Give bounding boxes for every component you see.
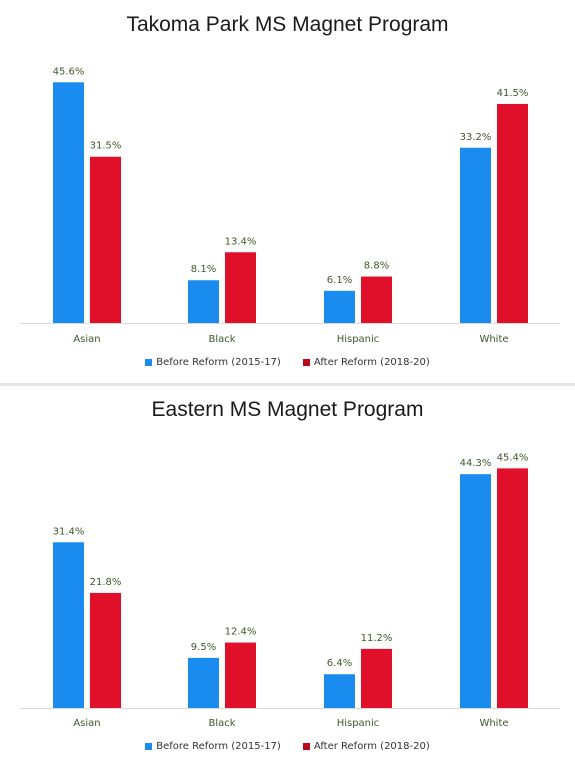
category-label-hispanic: Hispanic <box>337 334 380 345</box>
data-label: 12.4% <box>225 627 257 638</box>
bar-after-black <box>225 642 256 708</box>
legend-swatch-red <box>302 359 310 366</box>
chart-divider <box>0 383 575 386</box>
bar-before-hispanic <box>324 674 355 708</box>
data-label: 8.8% <box>364 261 389 272</box>
data-label: 45.6% <box>53 66 85 77</box>
legend-label: Before Reform (2015-17) <box>156 357 281 368</box>
bar-after-black <box>225 252 256 323</box>
legend-label: After Reform (2018-20) <box>313 357 430 368</box>
data-label: 31.4% <box>53 526 85 537</box>
bar-before-asian <box>53 82 84 323</box>
chart-takoma-park: Takoma Park MS Magnet Program 45.6% 31.5%… <box>0 0 575 383</box>
data-label: 21.8% <box>90 577 122 588</box>
chart-title: Eastern MS Magnet Program <box>151 398 424 421</box>
plot-area: 31.4% 21.8% Asian 9.5% 12.4% Black 6.4% 11.2% Hi… <box>20 452 560 729</box>
legend: Before Reform (2015-17) After Reform (20… <box>0 741 575 752</box>
category-label-black: Black <box>208 334 235 345</box>
bar-after-white <box>497 103 528 323</box>
data-label: 41.5% <box>497 88 529 99</box>
bar-after-hispanic <box>361 648 392 708</box>
plot-area: 45.6% 31.5% Asian 8.1% 13.4% Black 6.1% 8.8% His… <box>20 66 560 345</box>
data-label: 44.3% <box>460 458 492 469</box>
legend-label: Before Reform (2015-17) <box>156 741 281 752</box>
data-label: 9.5% <box>191 642 216 653</box>
bar-before-asian <box>53 542 84 708</box>
category-label-hispanic: Hispanic <box>337 718 380 729</box>
bar-before-white <box>460 474 491 708</box>
bar-after-white <box>497 468 528 708</box>
data-label: 6.4% <box>327 658 352 669</box>
bar-before-black <box>188 280 219 323</box>
legend: Before Reform (2015-17) After Reform (20… <box>0 357 575 368</box>
legend-item-after: After Reform (2018-20) <box>302 741 430 752</box>
data-label: 13.4% <box>225 236 257 247</box>
chart-eastern: Eastern MS Magnet Program 31.4% 21.8% Asia… <box>0 386 575 769</box>
legend-swatch-red <box>302 743 310 750</box>
data-label: 8.1% <box>191 264 216 275</box>
data-label: 31.5% <box>90 141 122 152</box>
bar-before-black <box>188 657 219 708</box>
bar-before-hispanic <box>324 290 355 323</box>
legend-item-before: Before Reform (2015-17) <box>145 357 281 368</box>
legend-swatch-blue <box>145 359 153 366</box>
data-label: 11.2% <box>361 633 393 644</box>
bar-after-asian <box>90 592 121 708</box>
chart-title: Takoma Park MS Magnet Program <box>126 13 449 36</box>
category-label-asian: Asian <box>73 334 100 345</box>
legend-item-before: Before Reform (2015-17) <box>145 741 281 752</box>
legend-item-after: After Reform (2018-20) <box>302 357 430 368</box>
category-label-white: White <box>479 334 508 345</box>
data-label: 33.2% <box>460 132 492 143</box>
category-label-white: White <box>479 718 508 729</box>
bar-before-white <box>460 147 491 323</box>
bar-after-hispanic <box>361 276 392 323</box>
legend-swatch-blue <box>145 743 153 750</box>
category-label-asian: Asian <box>73 718 100 729</box>
legend-label: After Reform (2018-20) <box>313 741 430 752</box>
data-label: 45.4% <box>497 452 529 463</box>
data-label: 6.1% <box>327 275 352 286</box>
bar-after-asian <box>90 156 121 323</box>
category-label-black: Black <box>208 718 235 729</box>
